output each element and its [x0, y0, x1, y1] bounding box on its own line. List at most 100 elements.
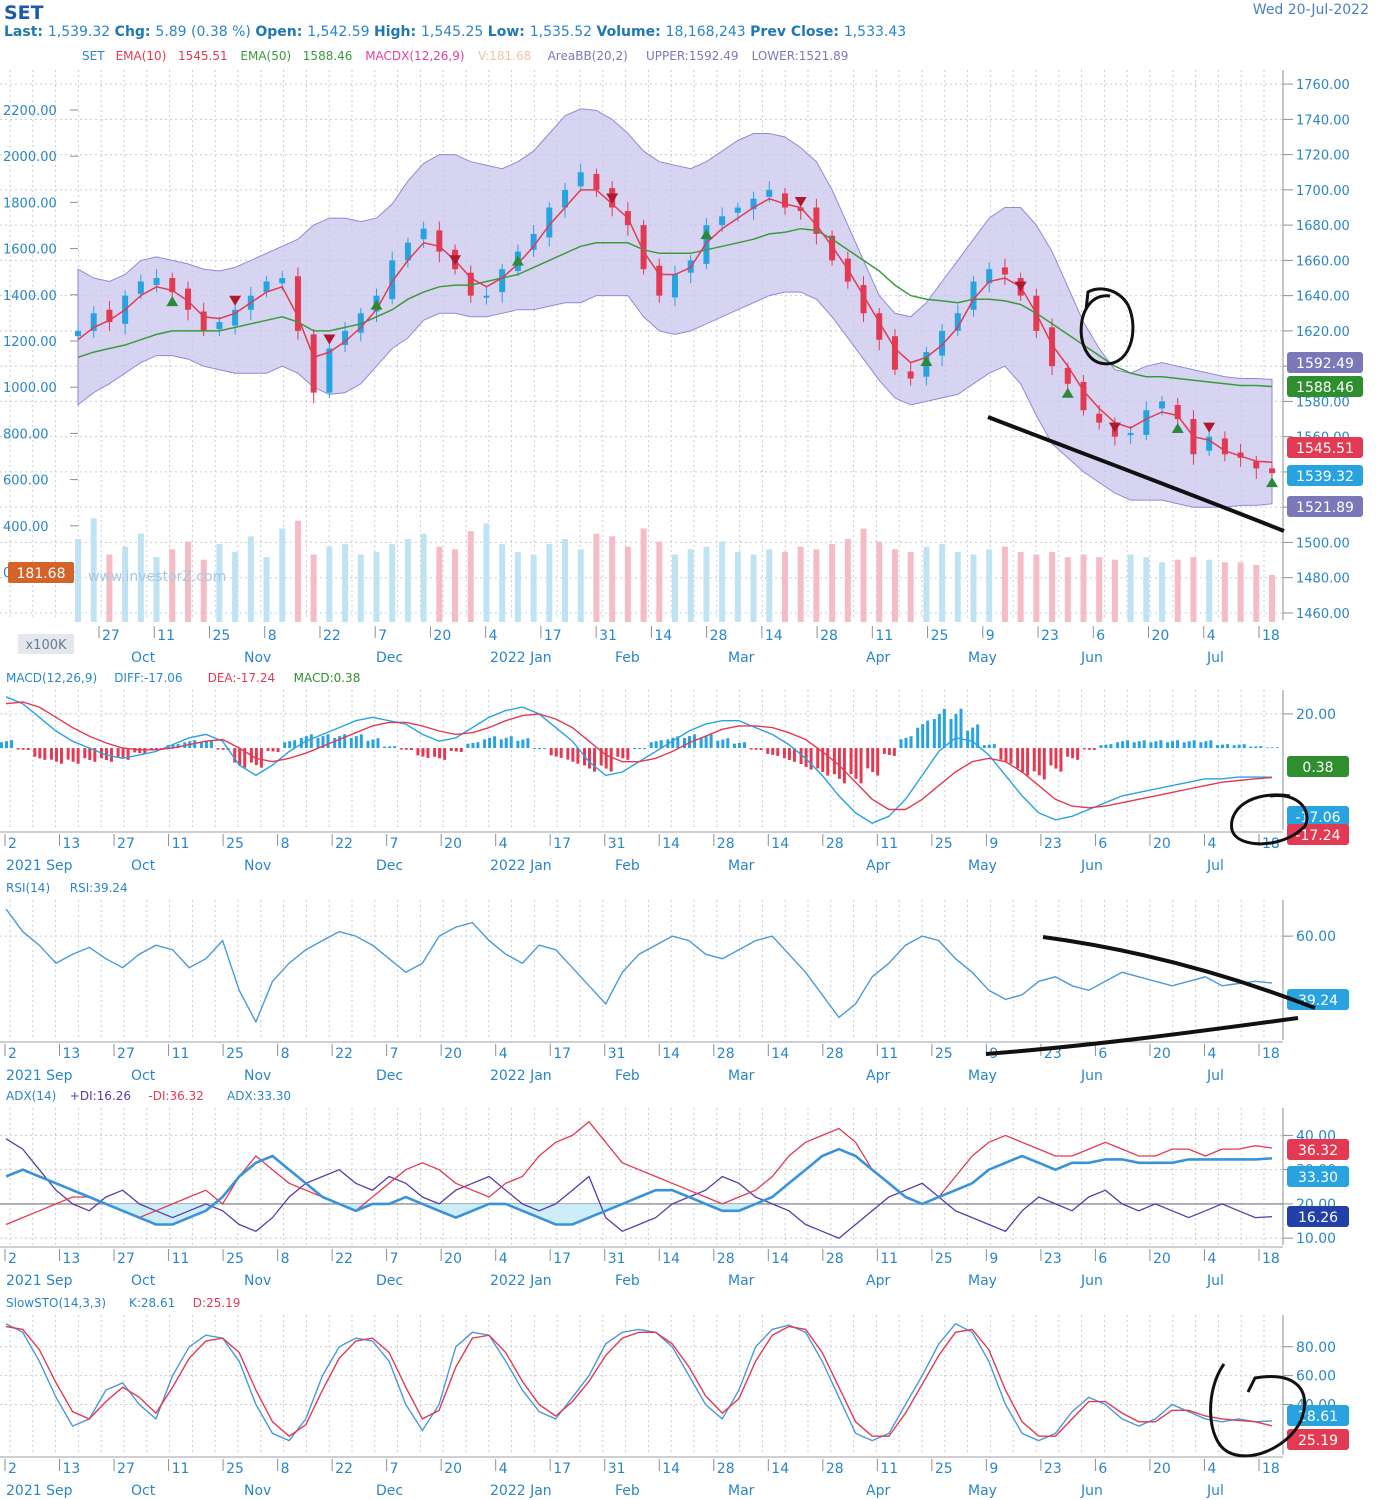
- chart-symbol-title: SET: [4, 2, 44, 24]
- ema50-line: [77, 227, 1273, 388]
- macd-histogram-bar: [799, 748, 803, 765]
- x-day-label: 14: [662, 1251, 680, 1267]
- volume-bar: [1096, 557, 1103, 622]
- price-axis-tick: 1580.00: [1296, 395, 1350, 410]
- x-day-label: 28: [717, 1461, 735, 1477]
- buy-signal-marker: [370, 299, 383, 310]
- quote-key: Open:: [255, 24, 308, 40]
- macd-histogram-bar: [1171, 741, 1175, 749]
- macd-histogram-bar: [671, 737, 675, 749]
- x-day-label: 14: [771, 836, 789, 852]
- volume-bar: [1080, 554, 1087, 622]
- price-badge-text: 1539.32: [1296, 469, 1354, 485]
- x-month-label: May: [968, 1068, 997, 1084]
- left-axis-tick: 800.00: [3, 427, 49, 442]
- macd-histogram-bar: [488, 737, 492, 749]
- macd-histogram-bar: [1066, 748, 1070, 757]
- macd-histogram-bar: [459, 748, 463, 752]
- x-day-label: 9: [989, 836, 998, 852]
- macd-histogram-bar: [987, 744, 991, 749]
- x-month-label: Dec: [376, 858, 403, 874]
- macd-histogram-bar: [354, 736, 358, 749]
- x-month-label: Jun: [1080, 650, 1103, 666]
- candle-body: [232, 309, 239, 326]
- macd-histogram-bar: [409, 748, 413, 751]
- indicator-legend-item: MACD:0.38: [294, 671, 361, 685]
- x-day-label: 2: [8, 836, 17, 852]
- quote-key: Low:: [487, 24, 530, 40]
- volume-bar: [1237, 562, 1244, 622]
- volume-bar: [530, 554, 537, 622]
- macd-histogram-bar: [749, 748, 753, 750]
- x-day-label: 20: [1153, 836, 1171, 852]
- sell-signal-marker: [323, 334, 336, 345]
- volume-bar: [90, 518, 97, 622]
- x-day-label: 28: [826, 1251, 844, 1267]
- macd-histogram-bar: [259, 748, 263, 768]
- macd-histogram-bar: [737, 742, 741, 749]
- x-day-label: 28: [717, 836, 735, 852]
- macd-histogram-bar: [483, 739, 487, 749]
- volume-bar: [970, 554, 977, 622]
- volume-bar: [467, 531, 474, 622]
- indicator-legend-item: ADX:33.30: [227, 1089, 291, 1103]
- macd-histogram-bar: [83, 748, 87, 759]
- candle-body: [483, 295, 490, 298]
- x-day-label: 22: [335, 1461, 353, 1477]
- x-month-label: May: [968, 1483, 997, 1499]
- buy-signal-marker: [166, 296, 179, 307]
- macd-histogram-bar: [133, 748, 137, 753]
- candle-body: [263, 281, 270, 293]
- x-month-label: Nov: [244, 1068, 271, 1084]
- macd-histogram-bar: [93, 748, 97, 762]
- volume-bar: [860, 528, 867, 622]
- x-day-label: 28: [826, 1461, 844, 1477]
- x-day-label: 31: [608, 1251, 626, 1267]
- macd-histogram-bar: [176, 744, 180, 749]
- macd-histogram-bar: [238, 748, 242, 766]
- x-day-label: 25: [226, 1461, 244, 1477]
- macd-histogram-bar: [721, 739, 725, 749]
- volume-bar: [766, 549, 773, 622]
- price-legend-item: MACDX(12,26,9): [365, 49, 464, 63]
- macd-histogram-bar: [349, 737, 353, 749]
- volume-bar: [797, 546, 804, 622]
- sell-signal-marker: [1203, 422, 1216, 433]
- x-day-label: 17: [553, 1046, 571, 1062]
- macd-histogram-bar: [654, 741, 658, 749]
- x-day-label: 4: [1207, 1461, 1216, 1477]
- volume-bar: [891, 549, 898, 622]
- indicator-line: [5, 1138, 1273, 1239]
- volume-bar: [577, 549, 584, 622]
- macd-histogram-bar: [221, 748, 225, 750]
- x-month-label: Nov: [244, 1483, 271, 1499]
- macd-histogram-bar: [609, 748, 613, 772]
- macd-histogram-bar: [1016, 748, 1020, 769]
- price-badge-bg: [1287, 376, 1363, 397]
- volume-bar: [813, 549, 820, 622]
- macd-histogram-bar: [816, 748, 820, 769]
- macd-histogram-bar: [1204, 741, 1208, 749]
- x-day-label: 7: [390, 1461, 399, 1477]
- buy-signal-marker: [1061, 387, 1074, 398]
- macd-histogram-bar: [1004, 748, 1008, 762]
- volume-bar: [1143, 557, 1150, 622]
- quote-value: 18,168,243: [665, 24, 751, 40]
- price-axis-tick: 1740.00: [1296, 113, 1350, 128]
- volume-bar: [939, 544, 946, 622]
- x-day-label: 8: [281, 1461, 290, 1477]
- macd-histogram-bar: [1132, 742, 1136, 749]
- macd-histogram-bar: [638, 748, 641, 750]
- macd-histogram-bar: [26, 748, 30, 751]
- buy-signal-marker: [1171, 423, 1184, 434]
- macd-histogram-bar: [854, 748, 858, 779]
- macd-histogram-bar: [771, 748, 775, 755]
- macd-histogram-bar: [376, 738, 380, 749]
- x-month-label: Mar: [728, 1483, 755, 1499]
- x-day-label: 27: [117, 1461, 135, 1477]
- macd-histogram-bar: [842, 748, 846, 784]
- x-day-label: 4: [499, 1251, 508, 1267]
- volume-bar: [200, 559, 207, 622]
